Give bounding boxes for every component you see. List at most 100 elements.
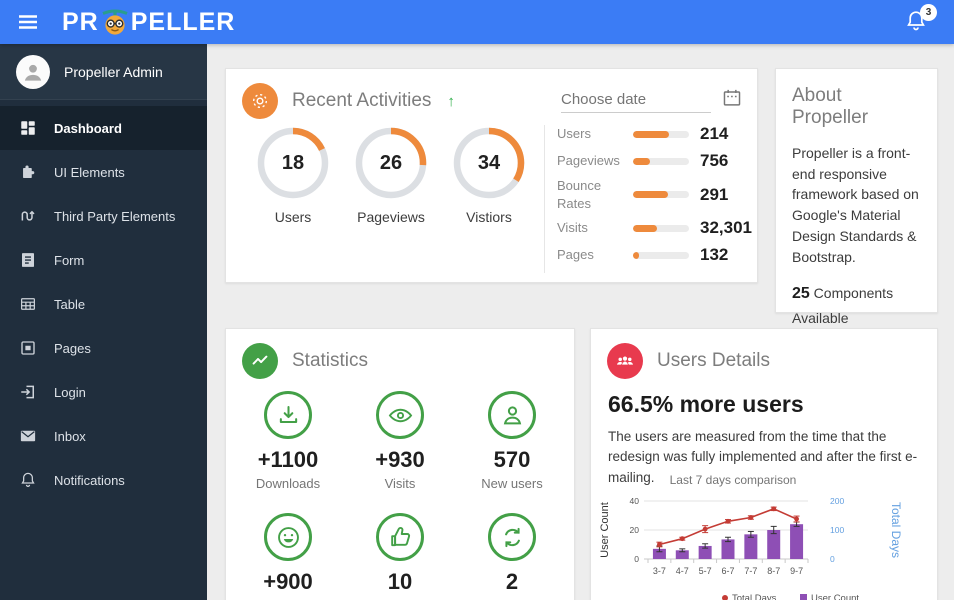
sidebar-item-label: Pages xyxy=(54,340,91,356)
sidebar-item-label: Form xyxy=(54,252,85,268)
sidebar-item-notifications[interactable]: Notifications xyxy=(0,458,207,502)
propeller-mascot-icon xyxy=(100,7,130,37)
sidebar-item-table[interactable]: Table xyxy=(0,282,207,326)
svg-text:0: 0 xyxy=(830,554,835,564)
svg-text:Total Days: Total Days xyxy=(732,593,777,600)
sidebar-item-form[interactable]: Form xyxy=(0,238,207,282)
svg-text:8-7: 8-7 xyxy=(767,566,780,576)
swap-calls-icon xyxy=(19,207,37,225)
inbox-icon xyxy=(19,427,37,445)
sidebar-item-label: Dashboard xyxy=(54,120,122,136)
svg-text:Last 7 days comparison: Last 7 days comparison xyxy=(670,473,797,487)
activity-stat-row-pages: Pages 132 xyxy=(557,244,749,266)
components-count: 25 xyxy=(792,285,810,303)
svg-text:Total Days: Total Days xyxy=(889,502,903,558)
topbar: PR PELLER 3 xyxy=(0,0,954,44)
progress-rings: 18 Users 26 Pageviews 34 Vistiors xyxy=(246,125,536,225)
hamburger-menu-icon[interactable] xyxy=(16,10,40,34)
users-details-header: Users Details xyxy=(591,329,937,389)
statistic-label: Downloads xyxy=(255,476,321,491)
ring-label: Pageviews xyxy=(357,209,425,225)
components-available: 25 Components Available xyxy=(792,281,921,329)
statistic-label: Visits xyxy=(384,476,416,491)
progress-ring-vistiors: 34 Vistiors xyxy=(442,125,536,225)
progress-ring-pageviews: 26 Pageviews xyxy=(344,125,438,225)
statistic-value: +930 xyxy=(375,447,425,472)
statistic-happy-users: +900 Happy users xyxy=(232,513,344,600)
statistics-card: Statistics +1100 Downloads +930 Visits 570 Ne… xyxy=(225,328,575,600)
recent-activities-card: Recent Activities ↑ 18 Users 26 Pageviews 34… xyxy=(225,68,758,283)
admin-name: Propeller Admin xyxy=(64,63,163,80)
about-propeller-card: About Propeller Propeller is a front-end… xyxy=(775,68,938,376)
statistic-value: +1100 xyxy=(257,447,319,472)
sidebar-item-login[interactable]: Login xyxy=(0,370,207,414)
bell-icon xyxy=(904,9,930,33)
sidebar-item-third-party-elements[interactable]: Third Party Elements xyxy=(0,194,207,238)
sync-icon xyxy=(488,513,536,561)
statistic-downloads: +1100 Downloads xyxy=(232,391,344,491)
ring-value: 26 xyxy=(379,151,403,174)
thumbs-up-icon xyxy=(376,513,424,561)
users-group-icon xyxy=(607,343,643,379)
statistic-visits: +930 Visits xyxy=(344,391,456,491)
admin-profile[interactable]: Propeller Admin xyxy=(0,44,207,100)
ring-value: 18 xyxy=(281,151,305,174)
stat-value: 756 xyxy=(700,151,729,170)
activity-stat-row-bounce-rates: Bounce Rates 291 xyxy=(557,177,749,212)
calendar-icon[interactable] xyxy=(721,87,743,109)
choose-date-input[interactable] xyxy=(561,87,711,113)
table-icon xyxy=(19,295,37,313)
last-7-days-chart: 0 20 40 0 100 200 3-7 4-7 5-7 6-7 7-7 8-7 9-7 Last 7 … xyxy=(599,473,903,600)
bell-icon xyxy=(19,471,37,489)
ring-chart: 34 xyxy=(451,125,527,201)
sidebar-item-dashboard[interactable]: Dashboard xyxy=(0,106,207,150)
svg-text:4-7: 4-7 xyxy=(676,566,689,576)
svg-text:7-7: 7-7 xyxy=(744,566,757,576)
stat-label: Pages xyxy=(557,247,594,263)
notifications-bell-button[interactable]: 3 xyxy=(904,4,937,35)
stat-label: Bounce Rates xyxy=(557,178,602,211)
activity-stat-row-visits: Visits 32,301 xyxy=(557,217,752,239)
stat-label: Users xyxy=(557,126,591,142)
notification-count-badge: 3 xyxy=(920,4,937,21)
statistic-label: Update done xyxy=(456,598,568,600)
recent-activities-title: Recent Activities xyxy=(292,90,432,111)
puzzle-icon xyxy=(19,163,37,181)
statistics-header: Statistics xyxy=(226,329,574,389)
sidebar-item-label: Login xyxy=(54,384,86,400)
sidebar-item-ui-elements[interactable]: UI Elements xyxy=(0,150,207,194)
comparison-chart: 0 20 40 0 100 200 3-7 4-7 5-7 6-7 7-7 8-7 9-7 Last 7 … xyxy=(593,471,927,600)
statistic-value: 570 xyxy=(493,447,531,472)
login-icon xyxy=(19,383,37,401)
progress-ring-users: 18 Users xyxy=(246,125,340,225)
recent-activities-gear-icon xyxy=(242,83,278,119)
trend-up-arrow: ↑ xyxy=(447,92,455,110)
date-field-wrap xyxy=(561,87,711,113)
svg-text:40: 40 xyxy=(630,496,640,506)
sidebar: Propeller Admin Dashboard UI Elements Thir… xyxy=(0,44,207,600)
pages-icon xyxy=(19,339,37,357)
recent-activities-header: Recent Activities ↑ xyxy=(226,69,757,129)
logo-text-right: PELLER xyxy=(130,7,236,36)
svg-text:9-7: 9-7 xyxy=(790,566,803,576)
svg-text:0: 0 xyxy=(634,554,639,564)
stat-progress-bar xyxy=(633,224,689,232)
users-details-title: Users Details xyxy=(657,350,770,371)
ring-chart: 18 xyxy=(255,125,331,201)
more-users-headline: 66.5% more users xyxy=(608,391,804,417)
sidebar-item-label: Inbox xyxy=(54,428,86,444)
stat-value: 214 xyxy=(700,124,729,143)
sidebar-item-inbox[interactable]: Inbox xyxy=(0,414,207,458)
stat-label: Pageviews xyxy=(557,153,620,169)
statistic-value: 2 xyxy=(505,569,519,594)
ring-label: Vistiors xyxy=(466,209,512,225)
statistic-value: +900 xyxy=(263,569,313,594)
svg-text:5-7: 5-7 xyxy=(699,566,712,576)
sidebar-item-pages[interactable]: Pages xyxy=(0,326,207,370)
ring-value: 34 xyxy=(477,151,501,174)
svg-text:20: 20 xyxy=(630,525,640,535)
propeller-logo: PR PELLER xyxy=(62,7,235,37)
stat-progress-bar xyxy=(633,130,689,138)
svg-text:User Count: User Count xyxy=(811,593,859,600)
about-title: About Propeller xyxy=(792,85,869,128)
